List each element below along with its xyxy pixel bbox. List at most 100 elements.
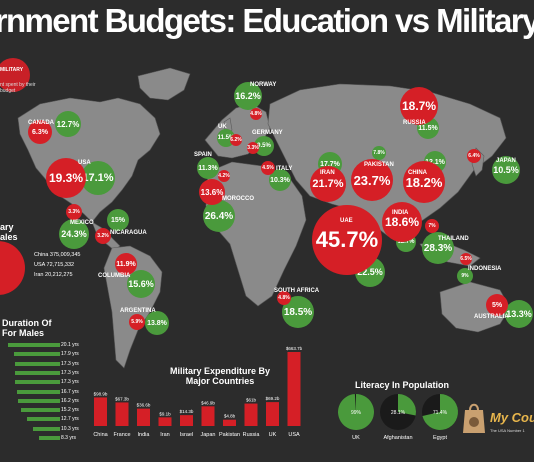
- literacy-title: Literacy In Population: [355, 380, 450, 390]
- uae-label: UAE: [340, 218, 353, 224]
- military-expenditure-bar: [115, 402, 129, 426]
- russia-military-bubble: 18.7%: [400, 87, 438, 125]
- australia-military-bubble: 5%: [486, 294, 508, 316]
- morocco-military-bubble: 13.6%: [199, 179, 225, 205]
- military-expenditure-bar: [137, 408, 150, 426]
- duration-bar: [27, 417, 60, 422]
- military-expenditure-category: Japan: [201, 432, 216, 438]
- norway-military-bubble: 4.8%: [250, 108, 262, 120]
- nicaragua-label: NICARAGUA: [110, 230, 147, 236]
- population-title: ary ales: [0, 222, 18, 242]
- military-expenditure-value: $67.3b: [115, 396, 129, 401]
- uk-military-bubble: 6.2%: [230, 134, 242, 146]
- duration-value: 17.9 yrs: [61, 351, 79, 358]
- usa-education-bubble: 17.1%: [81, 161, 115, 195]
- morocco-education-bubble: 26.4%: [203, 200, 235, 232]
- population-row: USA 72,715,332: [34, 262, 75, 268]
- iran-military-bubble: 21.7%: [310, 166, 346, 202]
- mexico-label: MEXICO: [70, 220, 94, 226]
- military-expenditure-value: $46.9b: [201, 400, 215, 405]
- germany-military-bubble: 3.3%: [247, 142, 259, 154]
- population-row: China 375,009,345: [34, 252, 81, 258]
- military-expenditure-bar: [180, 415, 193, 426]
- duration-value: 17.3 yrs: [61, 379, 79, 386]
- literacy-pie-slice: [338, 394, 374, 430]
- military-expenditure-bar: [287, 352, 301, 426]
- thailand-education-bubble: 28.3%: [422, 232, 454, 264]
- military-expenditure-chart: $98.9b China $67.3b France $36.6b India $9.1b I…: [93, 346, 303, 438]
- usa-label: USA: [78, 160, 91, 166]
- military-expenditure-value: $663.7b: [286, 346, 303, 351]
- india-label: INDIA: [392, 210, 409, 216]
- italy-education-bubble: 10.3%: [269, 169, 291, 191]
- china-military-bubble: 18.2%: [403, 161, 445, 203]
- iran-label: IRAN: [320, 170, 335, 176]
- spain-military-bubble: 4.2%: [218, 170, 230, 182]
- literacy-country: UK: [352, 435, 360, 441]
- duration-value: 8.3 yrs: [61, 435, 77, 441]
- literacy-value: 71.4%: [433, 410, 448, 416]
- russia-label: RUSSIA: [403, 120, 426, 126]
- duration-value: 15.2 yrs: [61, 407, 79, 414]
- duration-value: 16.7 yrs: [61, 388, 79, 395]
- military-expenditure-bar: [223, 419, 236, 426]
- legend-military-label: MILITARY: [0, 67, 24, 73]
- argentina-military-bubble: 5.9%: [129, 314, 145, 330]
- south-africa-military-bubble: 4.8%: [277, 291, 291, 305]
- usa-military-bubble: 19.3%: [46, 158, 86, 198]
- uae-military-bubble: 45.7%: [312, 205, 382, 275]
- military-expenditure-value: $4.8b: [224, 414, 236, 419]
- duration-bar: [15, 380, 60, 385]
- pakistan-military-bubble: 23.7%: [351, 159, 393, 201]
- literacy-value: 28.1%: [391, 410, 406, 416]
- duration-value: 17.3 yrs: [61, 369, 79, 376]
- nicaragua-military-bubble: 3.2%: [95, 228, 111, 244]
- morocco-label: MOROCCO: [222, 196, 254, 202]
- columbia-military-bubble: 11.9%: [115, 253, 137, 275]
- canada-label: CANADA: [28, 120, 54, 126]
- military-expenditure-value: $9.1b: [159, 411, 171, 416]
- uk-label: UK: [218, 124, 227, 130]
- japan-label: JAPAN: [496, 158, 516, 164]
- indonesia-education-bubble: 9%: [457, 268, 473, 284]
- mexico-military-bubble: 3.3%: [66, 204, 82, 220]
- italy-label: ITALY: [276, 166, 293, 172]
- duration-value: 16.2 yrs: [61, 397, 79, 404]
- military-expenditure-value: $69.2b: [266, 396, 280, 401]
- duration-bar: [20, 408, 60, 413]
- north-america-landmass: [17, 97, 161, 223]
- military-expenditure-category: UK: [269, 432, 277, 438]
- brand-tagline: The USA Number 1: [490, 428, 525, 433]
- japan-military-bubble: 6.4%: [467, 149, 481, 163]
- canada-education-bubble: 12.7%: [55, 111, 81, 137]
- australia-label: AUSTRALIA: [474, 314, 509, 320]
- population-row: Iran 20,212,275: [34, 272, 73, 278]
- military-expenditure-value: $98.9b: [94, 391, 108, 396]
- military-expenditure-category: China: [93, 432, 108, 438]
- brand-name: My Cou: [490, 410, 534, 425]
- military-expenditure-category: Iran: [160, 432, 169, 438]
- thailand-label: THAILAND: [438, 236, 469, 242]
- literacy-pie-slice: [422, 394, 458, 430]
- south-africa-label: SOUTH AFRICA: [274, 288, 320, 294]
- canada-military-bubble: 6.3%: [28, 120, 52, 144]
- literacy-country: Afghanistan: [383, 435, 412, 441]
- argentina-education-bubble: 13.8%: [145, 311, 169, 335]
- india-military-bubble: 18.6%: [382, 202, 422, 242]
- duration-bar: [15, 370, 60, 375]
- norway-label: NORWAY: [250, 82, 277, 88]
- military-expenditure-category: USA: [288, 432, 300, 438]
- duration-bar: [8, 343, 60, 347]
- indonesia-military-bubble: 6.5%: [460, 253, 472, 265]
- duration-bar: [16, 389, 60, 394]
- population-circle: [0, 241, 25, 295]
- australia-education-bubble: 13.3%: [505, 300, 533, 328]
- duration-value: 10.3 yrs: [61, 425, 79, 432]
- military-expenditure-bar: [244, 403, 258, 426]
- duration-value: 20.1 yrs: [61, 342, 79, 348]
- duration-value: 12.7 yrs: [61, 416, 79, 423]
- military-expenditure-bar: [201, 406, 215, 426]
- military-expenditure-bar: [158, 417, 172, 426]
- duration-title: Duration Of For Males: [2, 318, 52, 338]
